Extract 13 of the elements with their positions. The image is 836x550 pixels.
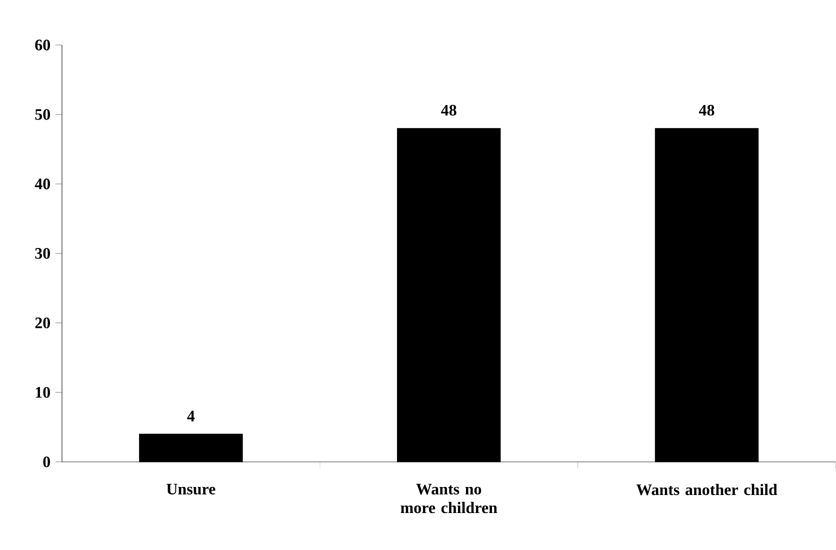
data-label: 48 <box>441 104 456 116</box>
x-tick-label: Wants another child <box>636 484 778 496</box>
y-tick-label: 50 <box>35 109 50 120</box>
data-label: 48 <box>698 104 714 116</box>
y-tick-label: 10 <box>36 387 50 398</box>
x-tick-label: Wants no more children <box>400 484 498 514</box>
y-tick-label: 0 <box>43 456 50 468</box>
y-tick-label: 30 <box>35 248 50 259</box>
x-tick-label: Unsure <box>166 484 216 495</box>
y-tick-label: 60 <box>35 40 50 50</box>
data-label: 4 <box>187 410 195 422</box>
y-tick-label: 40 <box>34 178 50 190</box>
y-tick-label: 20 <box>35 318 50 328</box>
